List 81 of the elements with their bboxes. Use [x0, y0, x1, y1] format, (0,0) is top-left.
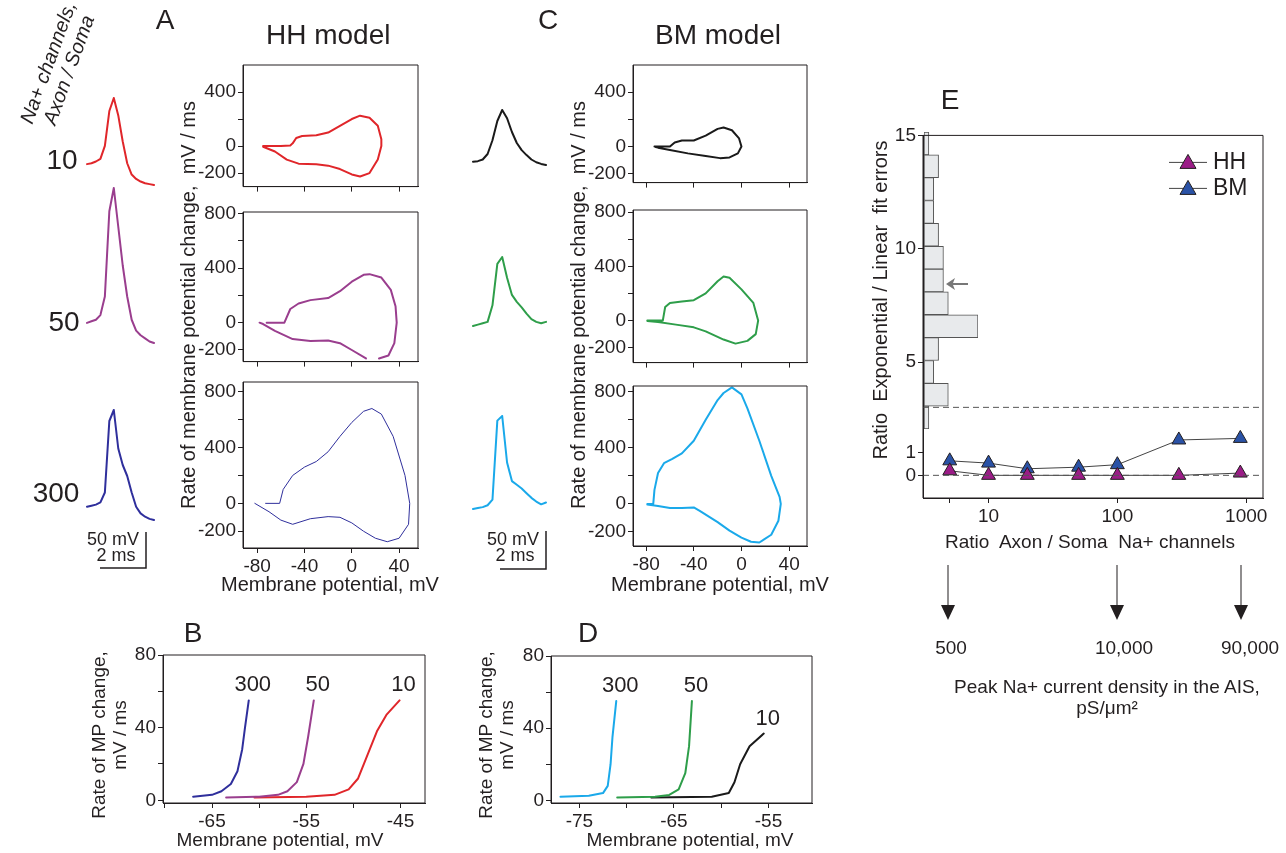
y-tick-label: 80 — [522, 644, 544, 666]
y-tick-label: 0 — [615, 134, 626, 156]
text: 2 ms — [495, 545, 535, 566]
y-tick-label: 0 — [225, 134, 236, 156]
y-axis-title: Rate of membrane potential change, mV / ms — [567, 101, 589, 509]
x-tick-label: 40 — [388, 554, 410, 576]
y-tick-label: 800 — [594, 200, 626, 222]
y-tick-label: 0 — [225, 310, 236, 332]
series-label: 300 — [601, 672, 639, 698]
legend-label: HH — [1213, 147, 1247, 174]
chart-title: HH model — [266, 18, 391, 51]
x-tick-label: 0 — [736, 552, 747, 574]
x-tick-label: -80 — [243, 554, 271, 576]
y-tick-label: 80 — [134, 643, 156, 665]
x-tick-label: 100 — [1101, 504, 1134, 526]
y-tick-label: 40 — [134, 715, 156, 737]
text: 2 ms — [96, 545, 136, 566]
text: 10,000 — [1094, 636, 1154, 659]
series-label: 50 — [305, 671, 331, 697]
y-tick-label: -200 — [197, 338, 236, 360]
x-tick-label: -55 — [292, 809, 320, 831]
text: B — [183, 616, 203, 649]
x-tick-label: -55 — [754, 809, 783, 831]
y-tick-label: 0 — [533, 788, 544, 810]
x-tick-label: 1000 — [1225, 504, 1268, 526]
chart-title: BM model — [655, 18, 782, 51]
y-axis-title: Rate of MP change, mV / ms — [88, 650, 131, 821]
series-label: 10 — [755, 704, 781, 730]
text: C — [537, 3, 559, 36]
y-tick-label: 400 — [594, 254, 626, 276]
y-tick-label: 800 — [594, 379, 626, 401]
y-tick-label: 0 — [145, 788, 156, 810]
y-tick-label: 5 — [905, 350, 916, 372]
text: 90,000 — [1220, 636, 1280, 659]
x-tick-label: 40 — [778, 552, 800, 574]
text: E — [940, 83, 960, 116]
text: A — [155, 3, 175, 36]
text: Peak Na+ current density in the AIS, pS/μm² — [953, 676, 1261, 719]
legend-label: BM — [1213, 173, 1248, 200]
y-tick-label: 800 — [204, 201, 236, 223]
text: 300 — [32, 476, 80, 509]
x-tick-label: -80 — [632, 552, 660, 574]
y-tick-label: -200 — [587, 162, 626, 183]
text: 50 — [48, 305, 80, 338]
x-tick-label: -65 — [198, 809, 226, 831]
x-tick-label: -65 — [660, 809, 688, 831]
text: D — [577, 616, 599, 649]
y-axis-title: Ratio Exponential / Linear fit errors — [869, 140, 891, 460]
y-tick-label: 10 — [894, 236, 916, 258]
series-label: 300 — [234, 671, 272, 697]
y-tick-label: 0 — [905, 463, 916, 485]
y-tick-label: 400 — [594, 435, 626, 457]
x-axis-title: Membrane potential, mV — [611, 573, 829, 595]
y-tick-label: 400 — [594, 80, 626, 102]
y-tick-label: 400 — [204, 80, 236, 102]
y-tick-label: -200 — [197, 161, 236, 183]
x-tick-label: -40 — [680, 552, 708, 574]
y-axis-title: Rate of membrane potential change, mV / ms — [177, 101, 199, 509]
y-tick-label: 15 — [894, 123, 916, 145]
series-label: 10 — [391, 671, 416, 697]
x-tick-label: -75 — [565, 809, 594, 831]
y-tick-label: 400 — [204, 256, 236, 278]
text: 10 — [46, 143, 78, 176]
y-tick-label: 1 — [905, 440, 916, 462]
y-tick-label: 800 — [204, 380, 236, 401]
x-axis-title: Ratio Axon / Soma Na+ channels — [945, 530, 1235, 553]
x-tick-label: -40 — [290, 554, 319, 576]
y-tick-label: 400 — [204, 435, 236, 457]
y-axis-title: Rate of MP change, mV / ms — [475, 650, 518, 821]
x-axis-title: Membrane potential, mV — [586, 828, 794, 851]
series-label: 50 — [683, 672, 709, 698]
text: 500 — [935, 636, 967, 659]
x-axis-title: Membrane potential, mV — [221, 573, 439, 595]
y-tick-label: 0 — [615, 308, 626, 330]
x-tick-label: 0 — [346, 554, 358, 576]
x-tick-label: -45 — [386, 809, 415, 831]
y-tick-label: 40 — [522, 716, 544, 738]
y-tick-label: -200 — [587, 520, 626, 542]
y-tick-label: -200 — [197, 519, 236, 541]
x-tick-label: 10 — [977, 504, 1000, 526]
x-axis-title: Membrane potential, mV — [176, 828, 384, 851]
